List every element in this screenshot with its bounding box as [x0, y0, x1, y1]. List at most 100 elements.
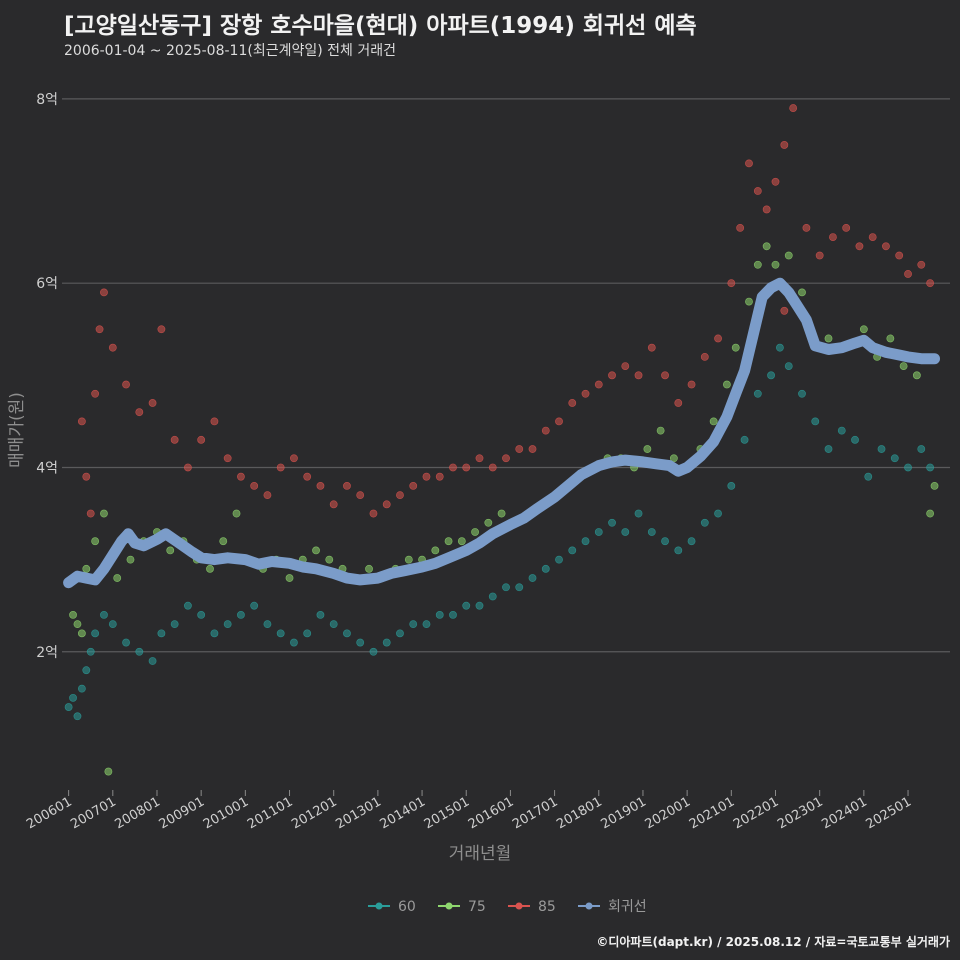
point-60: [555, 555, 563, 564]
point-60: [100, 611, 108, 619]
point-60: [661, 537, 669, 546]
point-60: [634, 509, 643, 518]
point-60: [250, 601, 259, 610]
point-75: [126, 555, 135, 564]
y-tick-label: 6억: [36, 276, 58, 292]
point-60: [528, 574, 537, 582]
point-85: [100, 288, 108, 297]
point-85: [157, 325, 166, 334]
point-60: [409, 620, 418, 629]
point-85: [82, 472, 91, 481]
point-85: [488, 463, 497, 472]
point-60: [594, 528, 603, 536]
x-tick-label: 200601: [24, 794, 74, 832]
point-60: [798, 389, 806, 398]
point-75: [899, 362, 908, 371]
point-85: [780, 141, 789, 149]
legend-item-85: 85: [508, 899, 556, 915]
scatter-points: [64, 104, 939, 776]
legend-marker: [375, 902, 383, 910]
point-85: [555, 417, 563, 426]
point-60: [210, 629, 219, 638]
x-tick-label: 200701: [68, 794, 118, 832]
point-85: [815, 251, 824, 260]
point-85: [91, 389, 100, 398]
point-85: [608, 371, 616, 380]
x-tick-label: 201101: [245, 794, 295, 832]
point-85: [736, 223, 745, 232]
x-tick-label: 201001: [201, 794, 251, 832]
point-60: [223, 620, 232, 629]
point-60: [904, 463, 912, 472]
point-85: [727, 279, 736, 288]
x-tick-label: 201901: [598, 794, 648, 832]
point-75: [365, 564, 373, 573]
point-85: [926, 279, 935, 288]
point-60: [674, 546, 683, 555]
point-85: [528, 445, 537, 453]
point-60: [86, 647, 95, 656]
point-85: [316, 481, 325, 490]
legend: 60 75 85 회귀선: [368, 899, 647, 915]
point-85: [780, 306, 789, 315]
point-60: [197, 611, 206, 619]
point-75: [219, 537, 228, 546]
point-85: [700, 352, 709, 361]
point-75: [753, 260, 762, 269]
point-75: [285, 574, 294, 582]
point-60: [356, 638, 365, 647]
x-tick-label: 200801: [112, 794, 162, 832]
point-85: [435, 472, 444, 481]
point-75: [912, 371, 921, 380]
point-85: [568, 399, 577, 407]
y-tick-label: 2억: [36, 645, 58, 661]
point-60: [122, 638, 130, 647]
x-tick-label: 201701: [510, 794, 560, 832]
point-85: [502, 454, 510, 463]
point-85: [475, 454, 484, 463]
point-75: [113, 574, 122, 582]
point-85: [895, 251, 904, 260]
legend-label: 회귀선: [608, 899, 647, 915]
point-75: [166, 546, 175, 555]
point-75: [643, 445, 652, 453]
point-60: [303, 629, 312, 638]
point-60: [687, 537, 696, 546]
point-60: [82, 666, 91, 675]
point-60: [541, 564, 550, 573]
point-75: [100, 509, 108, 518]
point-60: [851, 435, 859, 444]
point-60: [184, 601, 192, 610]
legend-label: 75: [468, 899, 486, 915]
point-60: [435, 611, 444, 619]
point-85: [382, 500, 391, 509]
legend-item-60: 60: [368, 899, 416, 915]
point-85: [855, 242, 864, 251]
point-60: [382, 638, 391, 647]
x-tick-label: 202201: [731, 794, 781, 832]
point-75: [859, 325, 868, 334]
point-60: [784, 362, 793, 371]
chart-title: [고양일산동구] 장항 호수마을(현대) 아파트(1994) 회귀선 예측: [64, 13, 697, 39]
point-85: [771, 177, 780, 186]
x-tick-label: 202001: [643, 794, 693, 832]
legend-item-75: 75: [438, 899, 486, 915]
point-85: [581, 389, 590, 398]
point-85: [135, 408, 144, 417]
point-85: [250, 481, 259, 490]
point-75: [431, 546, 440, 555]
point-60: [263, 620, 272, 629]
point-60: [926, 463, 935, 472]
point-85: [594, 380, 603, 389]
point-60: [727, 481, 736, 490]
point-85: [621, 362, 630, 371]
x-tick-label: 202101: [687, 794, 737, 832]
point-60: [148, 657, 157, 665]
point-85: [86, 509, 95, 518]
point-75: [784, 251, 793, 260]
point-60: [135, 647, 144, 656]
legend-marker: [515, 902, 523, 910]
point-60: [170, 620, 179, 629]
point-75: [484, 518, 493, 527]
